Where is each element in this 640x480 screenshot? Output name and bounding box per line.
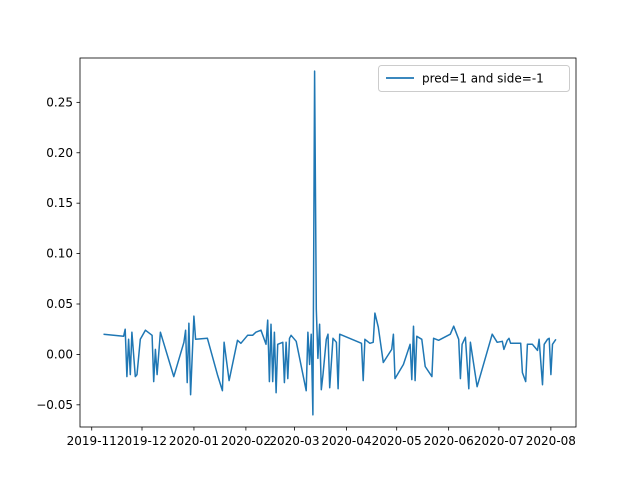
plot-area-frame bbox=[79, 57, 577, 428]
x-tick-label: 2020-01 bbox=[169, 434, 219, 448]
y-tick-label: 0.20 bbox=[46, 146, 73, 160]
y-tick-label: 0.05 bbox=[46, 297, 73, 311]
legend: pred=1 and side=-1 bbox=[378, 65, 570, 92]
x-tick-label: 2020-06 bbox=[424, 434, 474, 448]
x-tick-label: 2020-08 bbox=[526, 434, 576, 448]
x-tick-label: 2020-05 bbox=[372, 434, 422, 448]
legend-label: pred=1 and side=-1 bbox=[422, 72, 544, 86]
x-tick-label: 2020-03 bbox=[269, 434, 319, 448]
legend-box bbox=[378, 65, 570, 92]
series-layer bbox=[103, 70, 557, 416]
y-tick-label: −0.05 bbox=[36, 398, 73, 412]
x-tick-label: 2020-02 bbox=[221, 434, 271, 448]
x-tick-label: 2020-04 bbox=[321, 434, 371, 448]
y-axis-ticks: −0.05 0.00 0.05 0.10 0.15 0.20 0.25 bbox=[36, 95, 80, 412]
y-tick-label: 0.00 bbox=[46, 347, 73, 361]
x-tick-label: 2019-12 bbox=[117, 434, 167, 448]
series-line bbox=[103, 70, 557, 416]
y-tick-label: 0.15 bbox=[46, 196, 73, 210]
x-tick-label: 2019-11 bbox=[67, 434, 117, 448]
x-tick-label: 2020-07 bbox=[474, 434, 524, 448]
y-tick-label: 0.25 bbox=[46, 95, 73, 109]
y-tick-label: 0.10 bbox=[46, 247, 73, 261]
